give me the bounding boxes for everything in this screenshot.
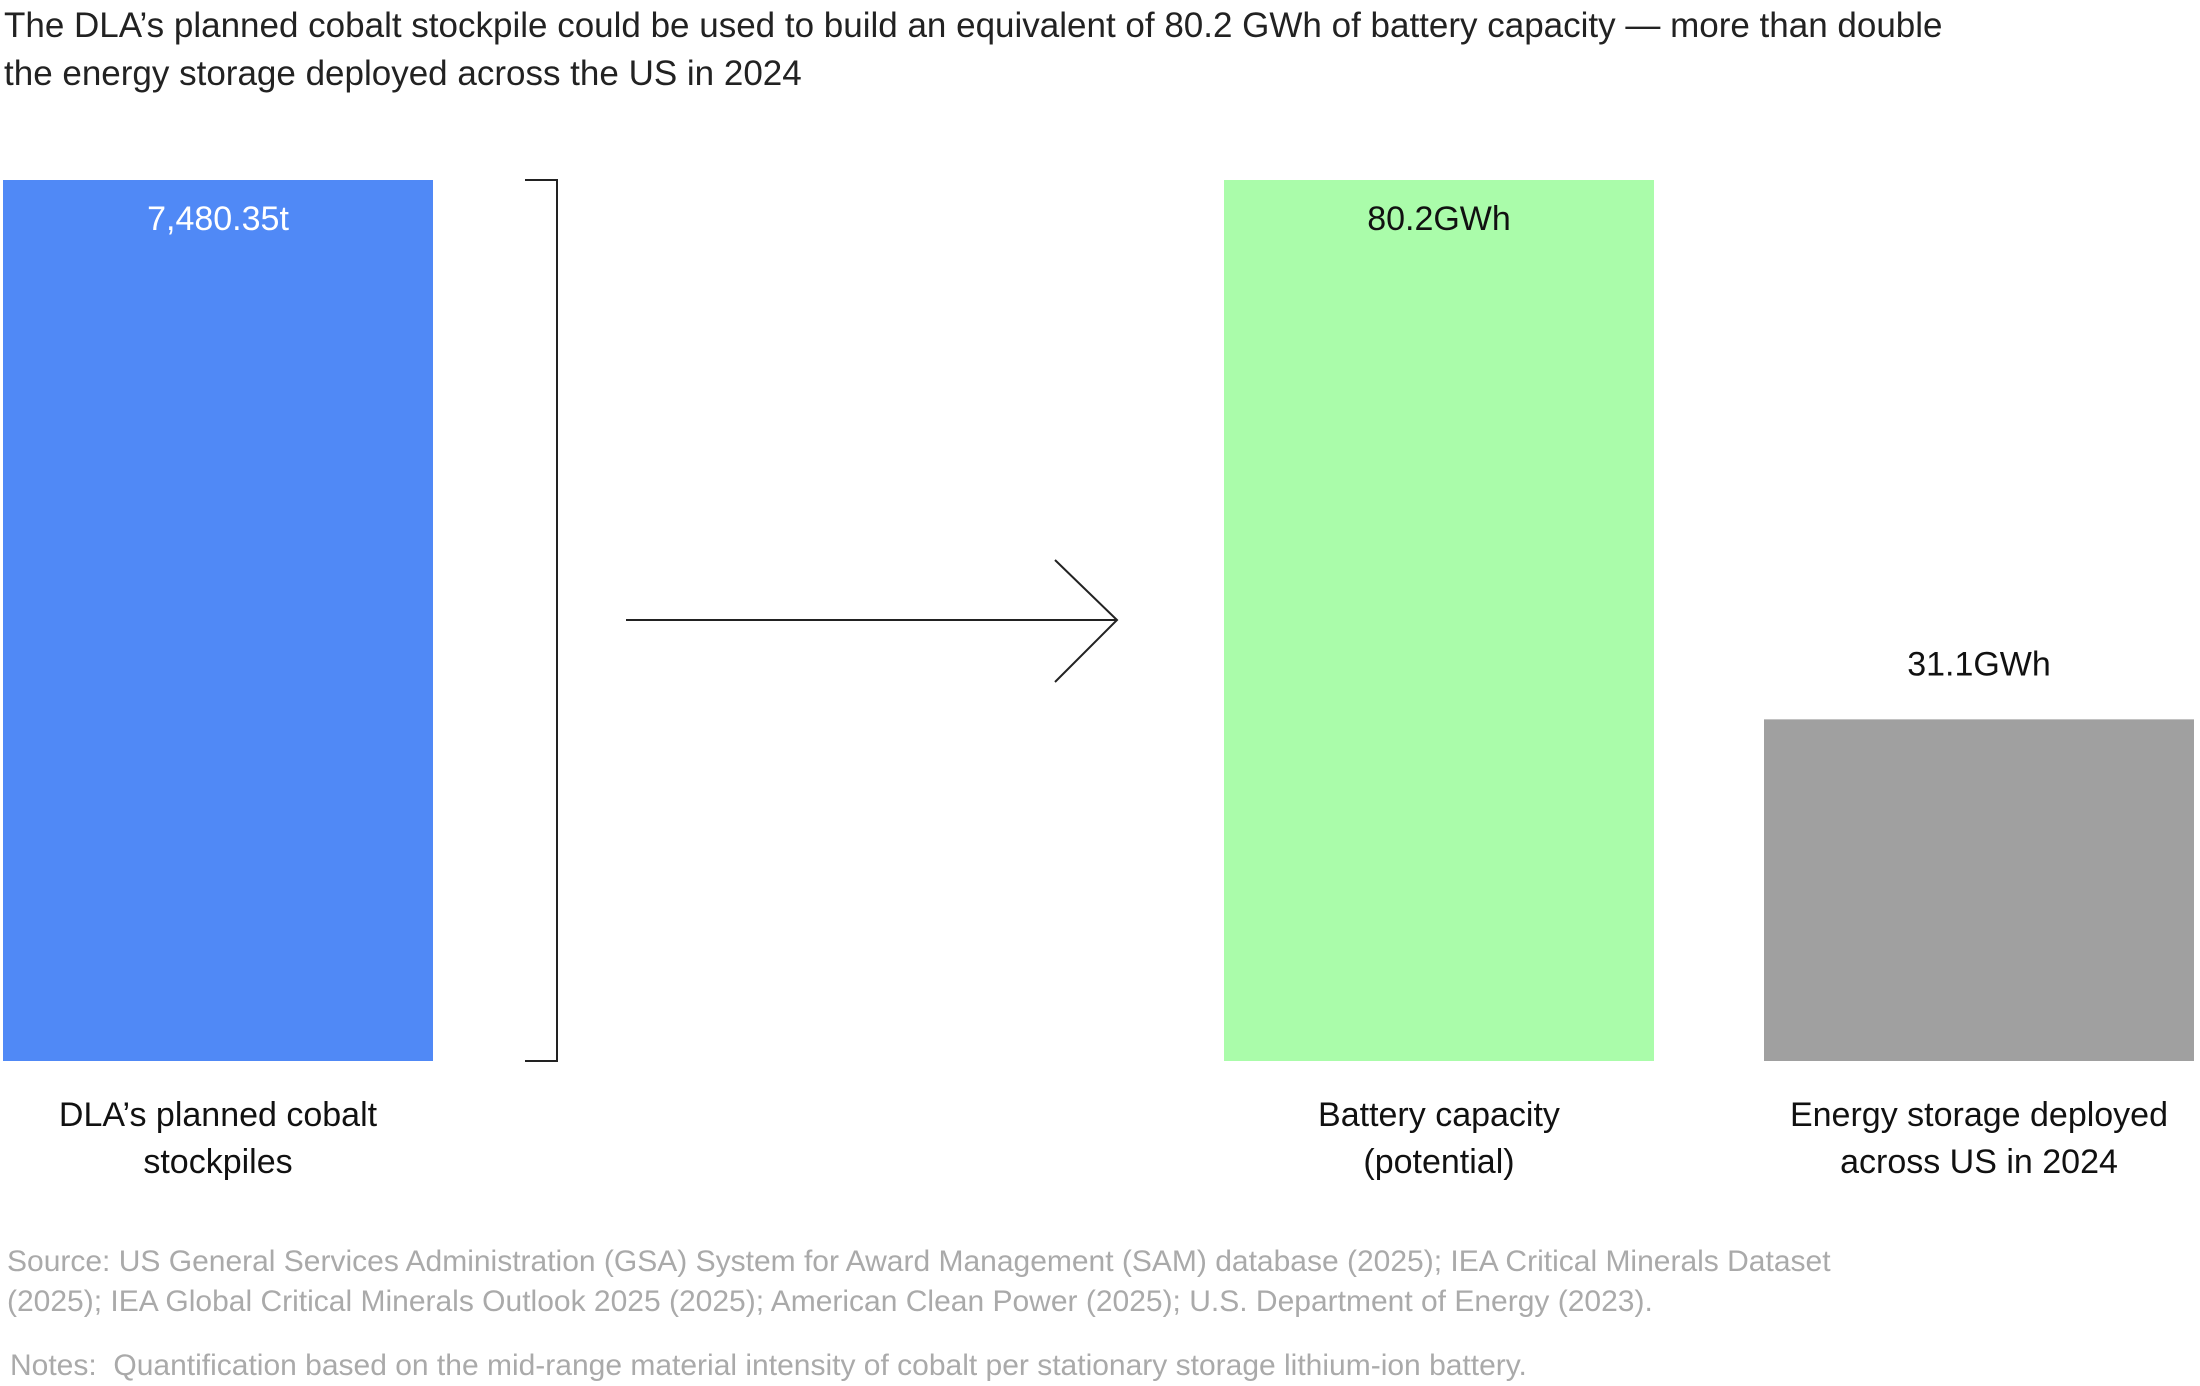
- bracket: [525, 179, 558, 1062]
- arrow-head: [1054, 559, 1119, 683]
- category-label: DLA’s planned cobalt stockpiles: [58, 1096, 378, 1181]
- value-label: 31.1GWh: [1907, 645, 2051, 683]
- source-note: Source: US General Services Administrati…: [7, 1245, 1831, 1318]
- value-label: 80.2GWh: [1367, 200, 1511, 238]
- bar: [3, 180, 433, 1061]
- category-label: Energy storage deployed across US in 202…: [1789, 1096, 2169, 1181]
- bar: [1764, 719, 2194, 1061]
- value-label: 7,480.35t: [147, 200, 289, 238]
- notes: Notes: Quantification based on the mid-r…: [10, 1349, 1527, 1382]
- category-label: Battery capacity (potential): [1318, 1096, 1560, 1181]
- chart-title: The DLA’s planned cobalt stockpile could…: [4, 6, 1943, 93]
- bar: [1224, 180, 1654, 1061]
